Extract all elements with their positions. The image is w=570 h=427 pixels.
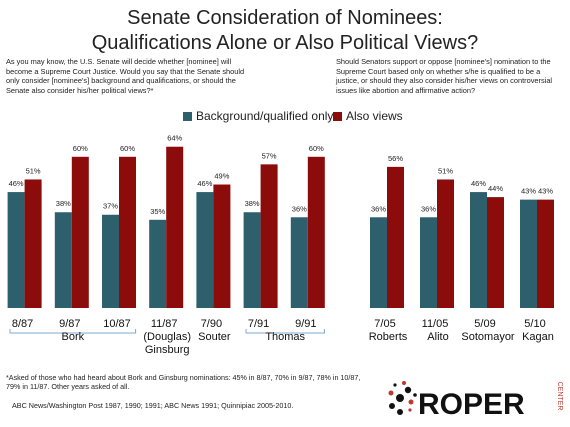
x-tick-label: 9/87 (59, 318, 80, 330)
group-label-text: Souter (198, 331, 231, 343)
group-label-text: Thomas (265, 331, 306, 343)
legend-swatch (183, 112, 192, 121)
logo-tag: CENTER (556, 382, 563, 411)
bar (437, 179, 454, 308)
value-label: 38% (56, 199, 71, 208)
group-label-text: Sotomayor (461, 331, 515, 343)
group-bracket (9, 329, 137, 334)
group-label: Sotomayor (461, 331, 515, 344)
title-line: Qualifications Alone or Also Political V… (91, 32, 479, 54)
value-label: 60% (120, 144, 135, 153)
group-label: Alito (413, 331, 463, 344)
value-label: 60% (309, 144, 324, 153)
legend-label: Also views (346, 109, 403, 123)
bar (213, 184, 231, 308)
group-label: Bork (2, 331, 144, 344)
x-tick-label: 9/91 (295, 318, 316, 330)
group-label-text: (Douglas) Ginsburg (143, 331, 192, 356)
group-label-text: Alito (427, 331, 449, 343)
group-label: Roberts (363, 331, 413, 344)
value-label: 60% (73, 144, 88, 153)
x-tick-label: 10/87 (103, 318, 131, 330)
bar (71, 156, 89, 308)
value-label: 37% (103, 202, 118, 211)
group-label: (Douglas) Ginsburg (143, 331, 192, 357)
legend-label: Background/qualified only (196, 109, 333, 123)
bar (54, 212, 72, 308)
value-label: 51% (26, 166, 41, 175)
value-label: 35% (150, 207, 165, 216)
bar (24, 179, 42, 308)
bar (470, 192, 487, 308)
x-tick-label: 7/05 (374, 318, 395, 330)
value-label: 38% (245, 199, 260, 208)
value-label: 36% (371, 204, 386, 213)
value-label: 51% (438, 166, 453, 175)
bar (290, 217, 308, 308)
value-label: 46% (471, 179, 486, 188)
group-label: Kagan (513, 331, 563, 344)
value-label: 46% (9, 179, 24, 188)
value-label: 43% (521, 187, 536, 196)
bar (196, 192, 214, 308)
group-label-text: Roberts (368, 331, 408, 343)
x-tick-label: 8/87 (12, 318, 33, 330)
group-bracket (245, 329, 325, 334)
bar (119, 156, 136, 308)
bar (520, 199, 537, 308)
legend-swatch (333, 112, 342, 121)
value-label: 64% (167, 134, 182, 143)
bar (387, 166, 404, 308)
bar (7, 192, 25, 308)
x-tick-label: 11/05 (422, 318, 449, 330)
value-label: 44% (488, 184, 503, 193)
x-tick-label: 5/09 (474, 318, 495, 330)
x-tick-label: 7/91 (248, 318, 269, 330)
question: As you may know, the U.S. Senate will de… (6, 57, 245, 95)
group-label-text: Kagan (522, 331, 554, 343)
bar (307, 156, 325, 308)
x-tick-label: 5/10 (524, 318, 545, 330)
bar (420, 217, 437, 308)
group-label: Thomas (238, 331, 332, 344)
x-tick-label: 11/87 (151, 318, 178, 330)
value-label: 36% (421, 204, 436, 213)
logo-name: ROPER (418, 388, 525, 421)
logo-icon (388, 381, 417, 415)
value-label: 57% (262, 151, 277, 160)
value-label: 46% (197, 179, 212, 188)
bar (102, 214, 119, 308)
bar (370, 217, 387, 308)
bar (243, 212, 261, 308)
value-label: 56% (388, 154, 403, 163)
bar (537, 199, 554, 308)
value-label: 49% (214, 172, 229, 181)
source: ABC News/Washington Post 1987, 1990; 199… (12, 401, 294, 410)
bar (260, 164, 278, 308)
bar (166, 146, 184, 308)
value-label: 36% (292, 204, 307, 213)
question: Should Senators support or oppose [nomin… (336, 57, 553, 95)
bar (487, 197, 504, 308)
bar (149, 219, 167, 308)
value-label: 43% (538, 187, 553, 196)
group-label: Souter (191, 331, 238, 344)
title-line: Senate Consideration of Nominees: (127, 7, 443, 29)
group-label-text: Bork (61, 331, 85, 343)
x-tick-label: 7/90 (201, 318, 222, 330)
footnote: *Asked of those who had heard about Bork… (6, 373, 361, 391)
